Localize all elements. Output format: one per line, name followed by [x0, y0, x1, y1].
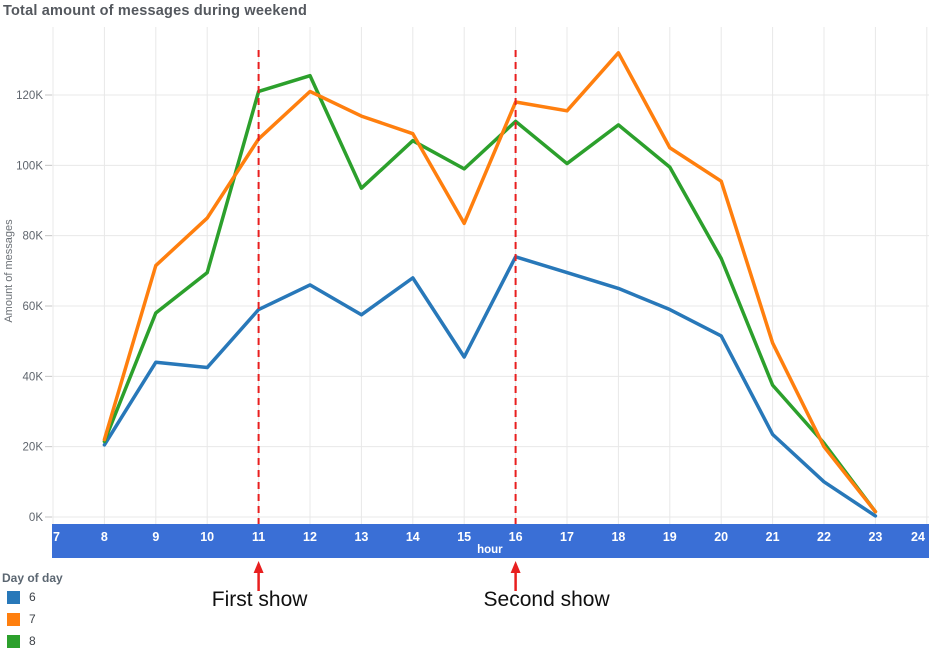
chart-title: Total amount of messages during weekend [3, 3, 308, 19]
x-tick-label: 23 [868, 530, 882, 544]
legend-item-6[interactable]: 6 [2, 590, 63, 604]
legend-title: Day of day [2, 571, 63, 585]
legend-swatch [7, 634, 20, 648]
series-line-6[interactable] [102, 255, 878, 518]
x-tick-label: 7 [53, 530, 60, 544]
y-tick-label: 100K [16, 160, 43, 172]
series-line-7[interactable] [102, 51, 878, 514]
x-tick-label: 16 [509, 530, 523, 544]
x-tick-label: 12 [303, 530, 317, 544]
legend-item-7[interactable]: 7 [2, 612, 63, 626]
legend: Day of day 6 7 8 [2, 571, 63, 656]
x-tick-label: 15 [457, 530, 471, 544]
series-line-8[interactable] [102, 73, 878, 514]
x-tick-label: 20 [714, 530, 728, 544]
x-tick-label: 13 [354, 530, 368, 544]
x-tick-label: 9 [152, 530, 159, 544]
legend-item-label: 6 [29, 590, 36, 604]
annotation-label: Second show [483, 588, 610, 611]
x-tick-label: 19 [663, 530, 677, 544]
annotation-arrow-head [510, 561, 521, 573]
x-tick-label: 24 [911, 530, 925, 544]
annotation-arrow-head [253, 561, 264, 573]
legend-item-8[interactable]: 8 [2, 634, 63, 648]
annotation-label: First show [211, 588, 308, 611]
y-tick-label: 40K [23, 371, 44, 383]
y-axis-title: Amount of messages [3, 219, 15, 323]
legend-items: 6 7 8 [2, 590, 63, 648]
x-tick-label: 10 [200, 530, 214, 544]
x-tick-label: 22 [817, 530, 831, 544]
y-tick-label: 120K [16, 90, 43, 102]
y-tick-label: 20K [23, 442, 44, 454]
legend-swatch [7, 612, 20, 626]
x-tick-label: 18 [611, 530, 625, 544]
y-tick-label: 0K [29, 512, 43, 524]
y-tick-label: 80K [23, 231, 44, 243]
x-tick-label: 11 [252, 530, 265, 544]
x-tick-label: 14 [406, 530, 420, 544]
x-tick-label: 21 [766, 530, 780, 544]
x-axis-title: hour [477, 544, 503, 556]
legend-item-label: 8 [29, 634, 36, 648]
x-axis-bar[interactable] [52, 524, 929, 558]
legend-swatch [7, 590, 20, 604]
y-tick-label: 60K [23, 301, 44, 313]
legend-item-label: 7 [29, 612, 36, 626]
x-tick-label: 17 [560, 530, 574, 544]
x-tick-label: 8 [101, 530, 108, 544]
